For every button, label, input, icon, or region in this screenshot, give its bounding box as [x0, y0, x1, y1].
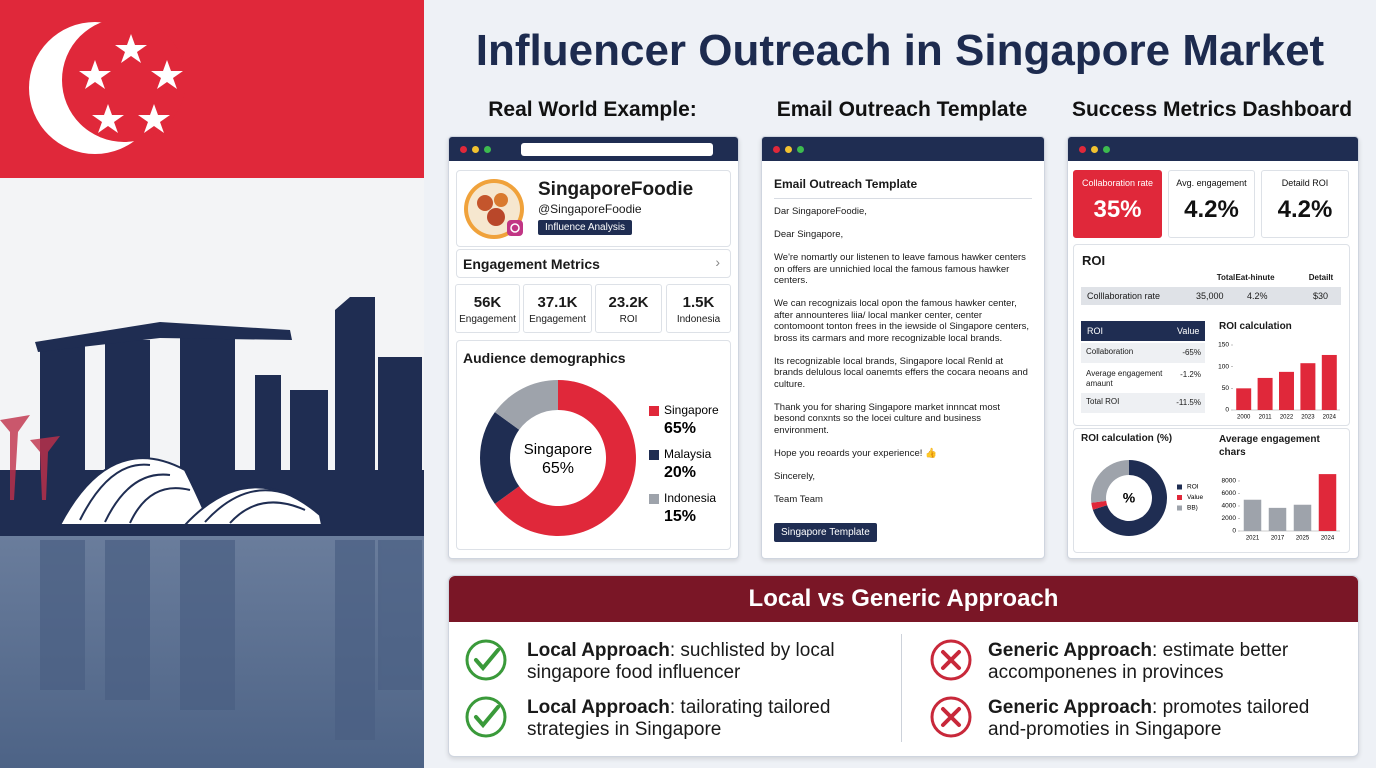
- column-heading: Success Metrics Dashboard: [1071, 98, 1353, 121]
- approach-label: Generic Approach: [988, 697, 1153, 718]
- table-cell: -1.2%: [1180, 370, 1201, 379]
- window-bar: [1068, 137, 1358, 161]
- email-paragraph: Dar SingaporeFoodie,: [774, 206, 867, 217]
- metric-box: 37.1K Engagement: [523, 284, 592, 333]
- singapore-illustration: [0, 0, 424, 768]
- table-header: Value: [1177, 326, 1200, 336]
- search-box: [521, 143, 713, 156]
- section-row: Engagement Metrics ›: [456, 249, 731, 278]
- metric-box: 56K Engagement: [455, 284, 520, 333]
- metric-label: Indonesia: [676, 314, 721, 325]
- profile-name: SingaporeFoodie: [538, 179, 694, 200]
- approach-item: Local Approach: tailorating tailored str…: [527, 697, 857, 741]
- approach-text: : suchlisted by local singapore food inf…: [527, 640, 835, 683]
- kpi-card: Detaild ROI 4.2%: [1261, 170, 1349, 238]
- table-row-bg: [1081, 365, 1205, 391]
- avatar: [464, 179, 524, 239]
- window-bar: [762, 137, 1044, 161]
- email-paragraph: Sincerely,: [774, 470, 816, 482]
- approach-text: : estimate better accomponenes in provin…: [988, 640, 1289, 683]
- chart-title: ROI calculation: [1219, 321, 1292, 332]
- approach-label: Local Approach: [527, 697, 670, 718]
- column-header: Detailt: [1308, 273, 1334, 282]
- kpi-label: Avg. engagement: [1176, 178, 1247, 188]
- supertrees: [0, 415, 60, 500]
- domes: [58, 457, 324, 526]
- email-body: Dar SingaporeFoodie, Dear Singapore, We're…: [774, 206, 1032, 517]
- metric-label: Engagement: [459, 314, 516, 325]
- card-title: ROI: [1082, 253, 1106, 268]
- metric-box: 1.5K Indonesia: [666, 284, 731, 333]
- metric-value: 1.5K: [682, 294, 715, 311]
- comparison-panel: Local vs Generic Approach: [448, 575, 1359, 757]
- kpi-value: 35%: [1093, 196, 1142, 223]
- metric-value: 23.2K: [608, 294, 649, 311]
- approach-item: Generic Approach: estimate better accomp…: [988, 640, 1318, 684]
- table-cell: 4.2%: [1247, 291, 1268, 301]
- email-paragraph: Team Team: [774, 493, 823, 505]
- chevron: ›: [715, 254, 720, 270]
- table-row-bg: [1081, 287, 1341, 305]
- email-paragraph: We're nomartly our listenen to leave fam…: [774, 252, 1026, 286]
- kpi-value: 4.2%: [1184, 196, 1239, 223]
- table-header-bg: [1081, 321, 1205, 341]
- email-window: Email Outreach Template Dar SingaporeFoo…: [761, 136, 1045, 559]
- window-bar: [449, 137, 738, 161]
- table-cell: Average engagement amaunt: [1086, 369, 1163, 388]
- column-heading: Email Outreach Template: [776, 98, 1028, 121]
- table-cell: Collaboration: [1086, 347, 1134, 356]
- card-title: Audience demographics: [463, 350, 626, 366]
- kpi-card: Avg. engagement 4.2%: [1168, 170, 1255, 238]
- column-heading: Real World Example:: [488, 98, 697, 121]
- kpi-value: 4.2%: [1277, 196, 1333, 223]
- table-cell: -65%: [1182, 348, 1201, 357]
- approach-item: Generic Approach: promotes tailored and-…: [988, 697, 1318, 741]
- table-cell: Colllaboration rate: [1087, 291, 1161, 301]
- kpi-label: Detaild ROI: [1281, 178, 1329, 188]
- profile-card: SingaporeFoodie @SingaporeFoodie Influen…: [456, 170, 731, 247]
- metric-label: Engagement: [529, 314, 586, 325]
- approach-text: : tailorating tailored strategies in Sin…: [527, 697, 831, 740]
- metric-value: 56K: [473, 294, 502, 311]
- divider: [774, 198, 1032, 199]
- kpi-label: Collaboration rate: [1081, 178, 1154, 188]
- profile-window: SingaporeFoodie @SingaporeFoodie Influen…: [448, 136, 739, 559]
- email-paragraph: Its recognizable local brands, Singapore…: [774, 355, 1028, 390]
- table-row-bg: [1081, 393, 1205, 413]
- table-cell: 35,000: [1196, 291, 1224, 301]
- email-paragraph: We can recognizais local opon the famous…: [774, 298, 1030, 344]
- column-header: Eat-hinute: [1235, 273, 1275, 282]
- chart-title: Average engagement chars: [1219, 434, 1320, 458]
- approach-label: Generic Approach: [988, 640, 1153, 661]
- chart-title: ROI calculation (%): [1081, 433, 1173, 444]
- skyline-reflection: [40, 540, 422, 740]
- metric-value: 37.1K: [537, 294, 578, 311]
- comparison-title: Local vs Generic Approach: [449, 576, 1358, 622]
- stars: [79, 34, 183, 133]
- email-paragraph: Thank you for sharing Singapore market i…: [774, 401, 1001, 436]
- table-cell: -11.5%: [1176, 398, 1201, 407]
- table-cell: Total ROI: [1086, 397, 1120, 406]
- table-row-bg: [1081, 343, 1205, 363]
- section-title: Engagement Metrics: [463, 256, 600, 272]
- email-paragraph: Dear Singapore,: [774, 229, 844, 240]
- demographics-card: Audience demographics: [456, 340, 731, 550]
- metric-box: 23.2K ROI: [595, 284, 662, 333]
- page-title: Influencer Outreach in Singapore Market: [475, 26, 1325, 75]
- email-heading: Email Outreach Template: [774, 177, 918, 191]
- email-paragraph: Hope you reoards your experience! 👍: [774, 447, 937, 459]
- template-button[interactable]: Singapore Template: [774, 523, 877, 542]
- column-header: Total: [1216, 273, 1236, 282]
- badge: Influence Analysis: [538, 220, 633, 235]
- approach-label: Local Approach: [527, 640, 670, 661]
- divider: [901, 634, 902, 742]
- table-header: ROI: [1087, 326, 1104, 336]
- approach-item: Local Approach: suchlisted by local sing…: [527, 640, 857, 684]
- approach-text: : promotes tailored and-promoties in Sin…: [988, 697, 1310, 740]
- profile-handle: @SingaporeFoodie: [538, 202, 642, 216]
- kpi-card: Collaboration rate 35%: [1073, 170, 1162, 238]
- metric-label: ROI: [619, 314, 638, 325]
- table-cell: $30: [1313, 291, 1329, 301]
